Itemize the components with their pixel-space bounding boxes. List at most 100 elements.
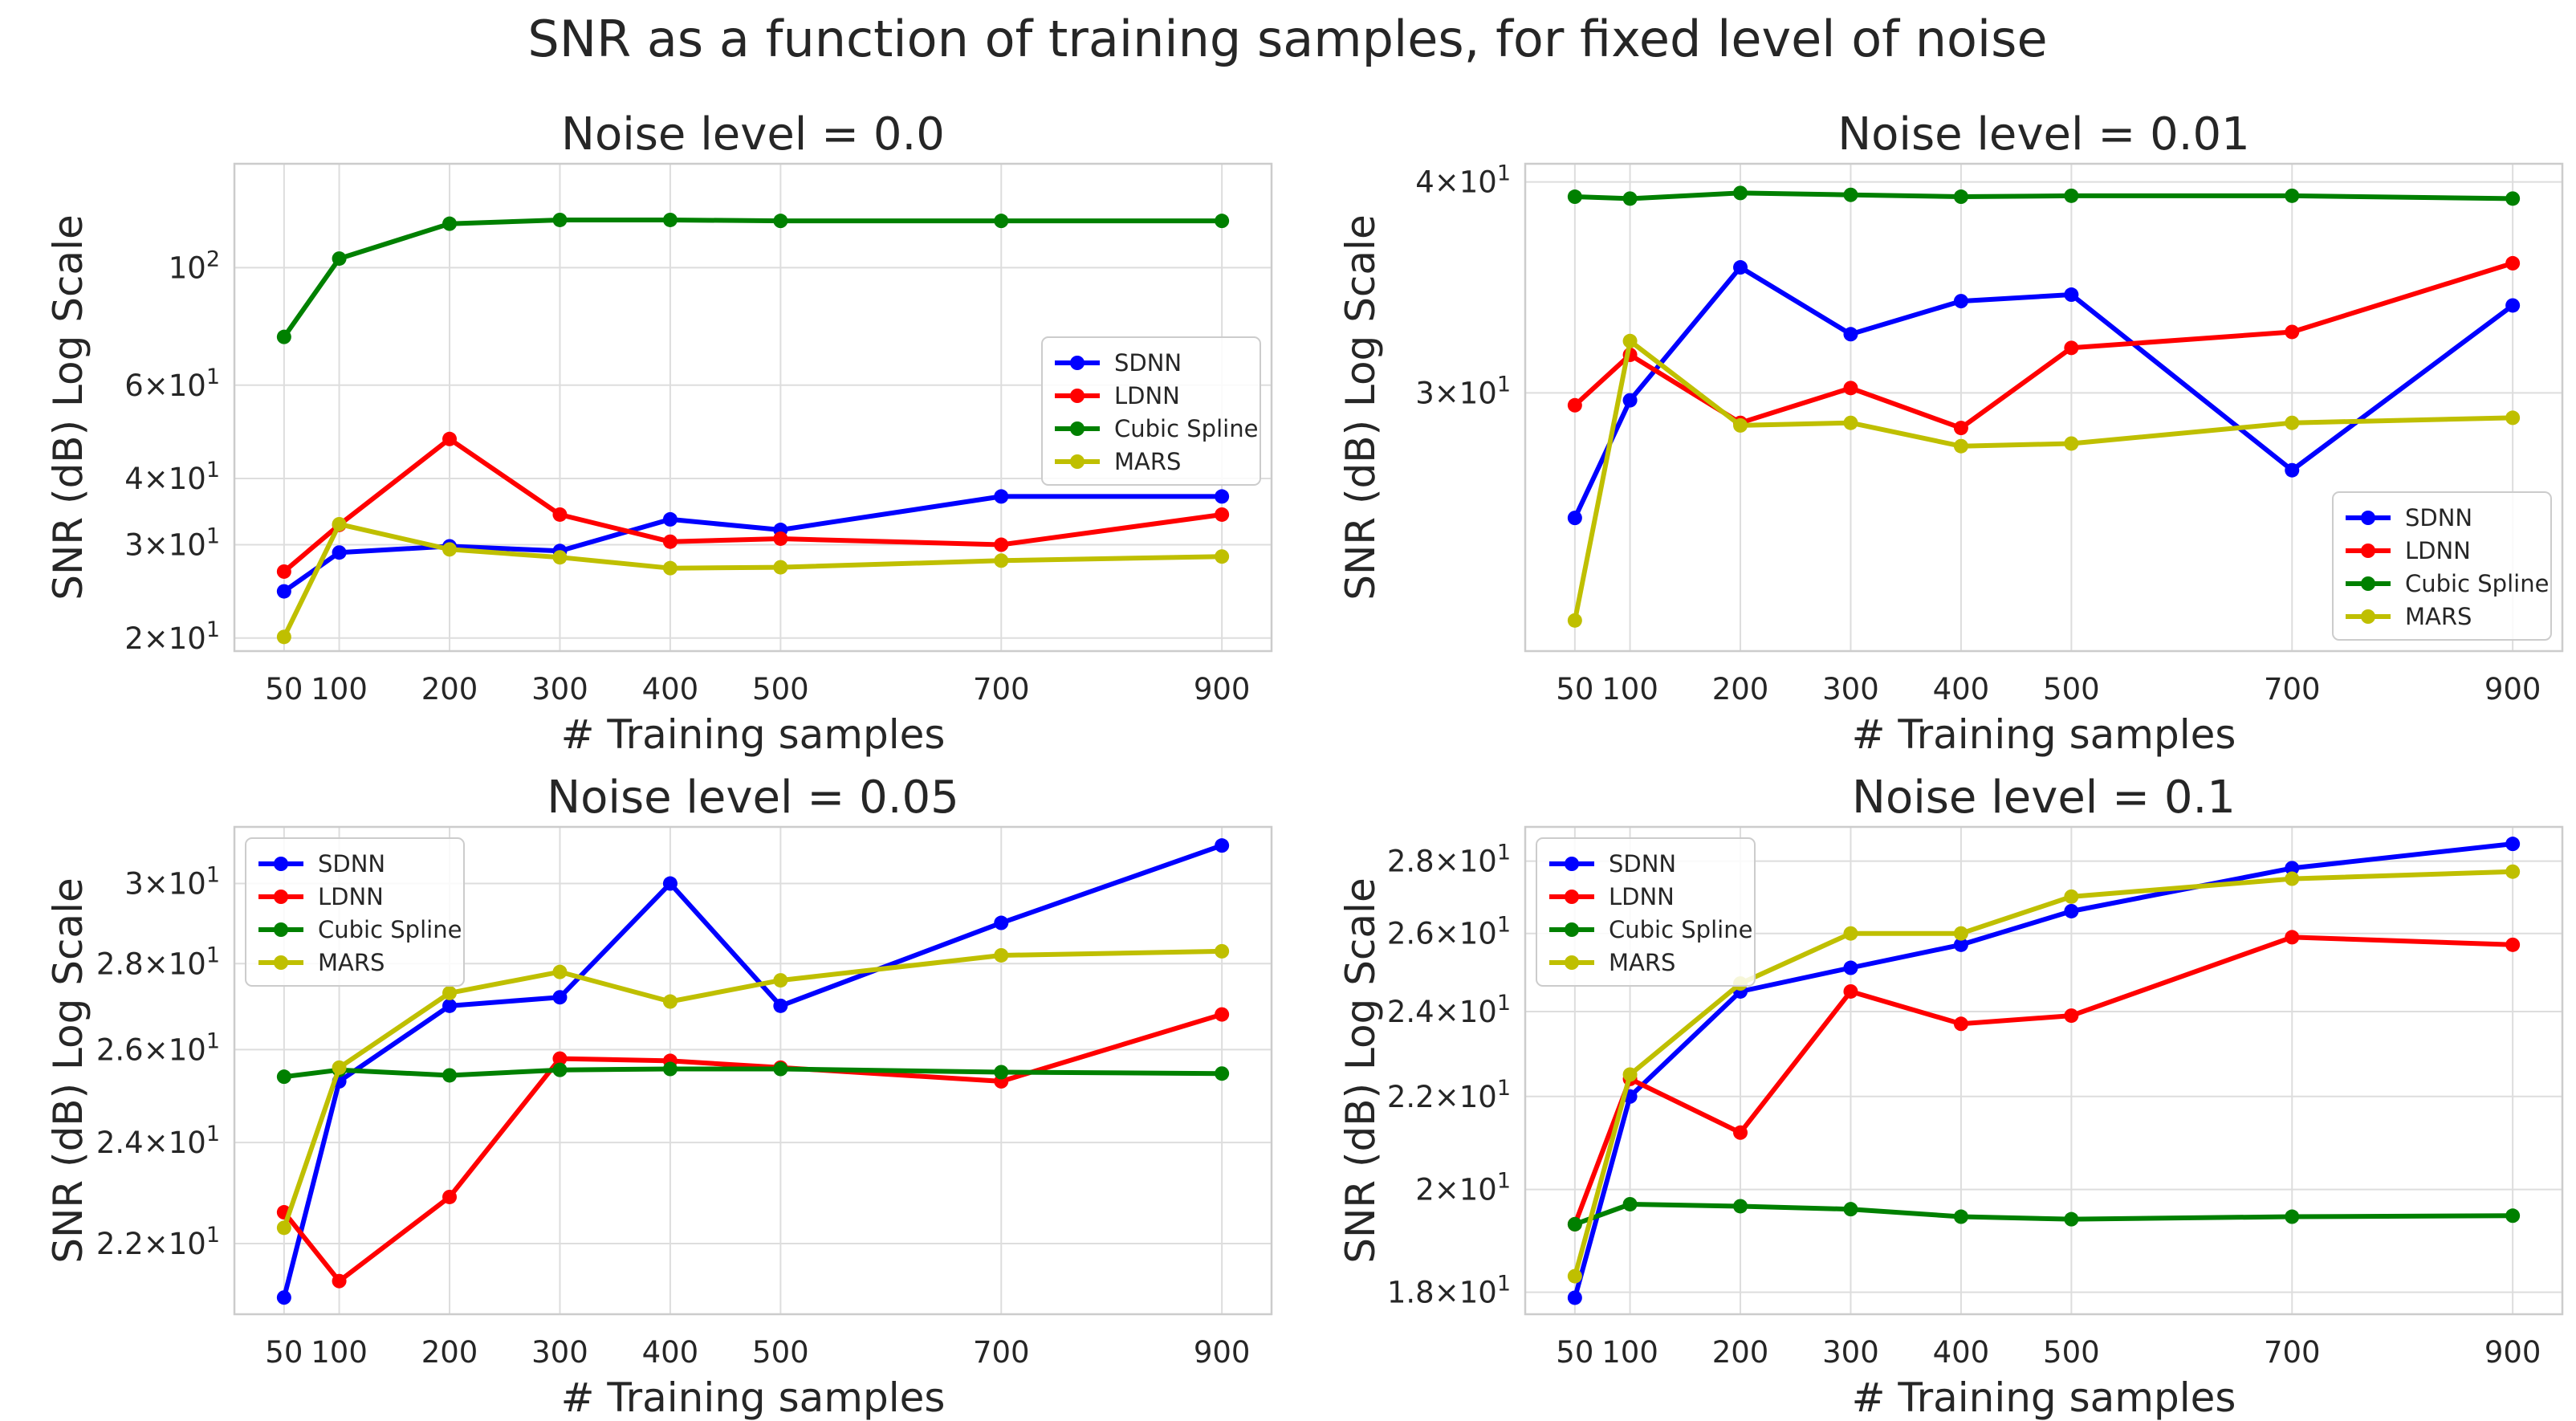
x-tick-label: 300 xyxy=(1822,672,1879,706)
legend-marker-mars xyxy=(1565,955,1579,970)
legend-label-mars: MARS xyxy=(318,949,385,976)
data-point-ldnn xyxy=(2285,930,2300,945)
chart-panel-2: 50 100 200 300 400 500 700 900 3×101 4×101 Noise l… xyxy=(1337,108,2564,758)
x-tick-label: 200 xyxy=(421,1335,478,1370)
data-point-mars xyxy=(2285,871,2300,886)
legend-label-ldnn: LDNN xyxy=(2405,537,2471,564)
plot-frame xyxy=(1524,825,2564,1316)
x-axis-label: # Training samples xyxy=(1852,1374,2236,1421)
legend-box xyxy=(2332,491,2552,641)
y-tick-label: 4×101 xyxy=(124,458,220,496)
plot-frame xyxy=(1524,162,2564,653)
panel-title: Noise level = 0.0 xyxy=(561,108,945,161)
x-axis-label: # Training samples xyxy=(561,1374,946,1421)
x-tick-label: 300 xyxy=(531,672,588,706)
series-line-sdnn xyxy=(283,494,1223,594)
data-point-sdnn xyxy=(2285,462,2300,478)
legend-label-sdnn: SDNN xyxy=(1609,850,1676,877)
data-point-mars xyxy=(662,994,678,1009)
data-point-ldnn xyxy=(2285,324,2300,340)
data-point-sdnn xyxy=(662,876,678,891)
data-point-mars xyxy=(1843,926,1858,941)
x-tick-label: 100 xyxy=(311,672,368,706)
data-point-sdnn xyxy=(1567,1290,1582,1305)
data-point-mars xyxy=(1567,1268,1582,1284)
y-tick-label: 2.8×101 xyxy=(1387,841,1511,879)
y-tick-label: 2.4×101 xyxy=(96,1122,220,1160)
legend-label-mars: MARS xyxy=(2405,603,2472,630)
x-tick-label: 700 xyxy=(2264,672,2321,706)
data-point-ldnn xyxy=(552,1051,568,1066)
legend-label-sdnn: SDNN xyxy=(1114,349,1182,377)
chart-panel-3: 50 100 200 300 400 500 700 900 2.2×101 2.4×101 2.6… xyxy=(45,772,1273,1421)
series-line-mars xyxy=(282,521,1223,638)
data-point-mars xyxy=(552,964,568,979)
legend-label-cubic-spline: Cubic Spline xyxy=(2405,570,2549,597)
data-point-cubic-spline xyxy=(2505,1208,2521,1224)
data-point-ldnn xyxy=(1215,1007,1230,1022)
data-point-ldnn xyxy=(442,431,458,446)
series-line-ldnn xyxy=(1573,934,2513,1225)
y-tick-label: 4×101 xyxy=(1415,161,1511,200)
legend-box xyxy=(1536,837,1756,987)
legend-marker-ldnn xyxy=(1070,389,1085,403)
chart-panel-1: 50 100 200 300 400 500 700 900 2×101 3×101 4×101 6×… xyxy=(45,108,1273,758)
series-line-sdnn xyxy=(1573,265,2514,519)
data-point-cubic-spline xyxy=(1215,1066,1230,1081)
y-tick-label: 2.6×101 xyxy=(1387,913,1511,951)
data-point-ldnn xyxy=(662,534,678,549)
y-tick-label: 102 xyxy=(169,246,220,285)
data-point-cubic-spline xyxy=(276,1069,291,1085)
x-tick-label: 500 xyxy=(752,672,809,706)
data-point-cubic-spline xyxy=(1215,214,1230,229)
y-tick-label: 2.4×101 xyxy=(1387,991,1511,1029)
x-tick-label: 50 xyxy=(1556,1335,1593,1370)
data-point-ldnn xyxy=(1843,983,1858,999)
legend-label-sdnn: SDNN xyxy=(318,850,385,877)
x-tick-label: 900 xyxy=(1194,672,1251,706)
data-point-mars xyxy=(2505,864,2521,879)
data-point-cubic-spline xyxy=(2285,188,2300,203)
data-point-mars xyxy=(552,550,568,565)
legend-label-mars: MARS xyxy=(1114,448,1181,475)
data-point-sdnn xyxy=(1953,937,1968,952)
data-point-mars xyxy=(773,560,788,575)
data-point-mars xyxy=(662,560,678,576)
data-point-cubic-spline xyxy=(662,1061,678,1077)
data-point-mars xyxy=(2064,436,2079,451)
data-point-sdnn xyxy=(1843,327,1858,342)
y-tick-label: 2×101 xyxy=(124,617,220,656)
legend-label-ldnn: LDNN xyxy=(1609,883,1675,910)
x-tick-label: 700 xyxy=(973,1335,1030,1370)
series-line-mars xyxy=(1572,338,2513,621)
x-tick-label: 400 xyxy=(1933,672,1990,706)
data-point-cubic-spline xyxy=(1622,191,1638,206)
y-tick-label: 2.2×101 xyxy=(96,1223,220,1261)
x-tick-label: 100 xyxy=(311,1335,368,1370)
data-point-mars xyxy=(1953,926,1968,941)
data-point-cubic-spline xyxy=(662,212,678,227)
y-tick-label: 1.8×101 xyxy=(1387,1272,1511,1310)
panel-title: Noise level = 0.01 xyxy=(1837,108,2250,161)
data-point-sdnn xyxy=(1215,838,1230,853)
data-point-cubic-spline xyxy=(2064,1211,2079,1227)
data-point-mars xyxy=(442,542,458,557)
y-tick-label: 2×101 xyxy=(1415,1169,1511,1207)
data-point-mars xyxy=(2285,415,2300,430)
data-point-cubic-spline xyxy=(332,251,347,267)
x-tick-label: 50 xyxy=(1556,672,1593,706)
data-point-sdnn xyxy=(2064,287,2079,303)
data-point-cubic-spline xyxy=(1622,1196,1638,1211)
data-point-mars xyxy=(1953,438,1968,454)
legend-label-ldnn: LDNN xyxy=(1114,382,1180,409)
y-axis-label: SNR (dB) Log Scale xyxy=(45,877,92,1263)
data-point-ldnn xyxy=(1953,1016,1968,1032)
series-line-cubic-spline xyxy=(283,1066,1223,1080)
data-point-sdnn xyxy=(1953,294,1968,309)
series-line-cubic-spline xyxy=(1574,190,2513,202)
y-tick-label: 2.6×101 xyxy=(96,1028,220,1067)
data-point-sdnn xyxy=(2064,903,2079,918)
data-point-ldnn xyxy=(994,537,1009,552)
x-tick-label: 400 xyxy=(1933,1335,1990,1370)
